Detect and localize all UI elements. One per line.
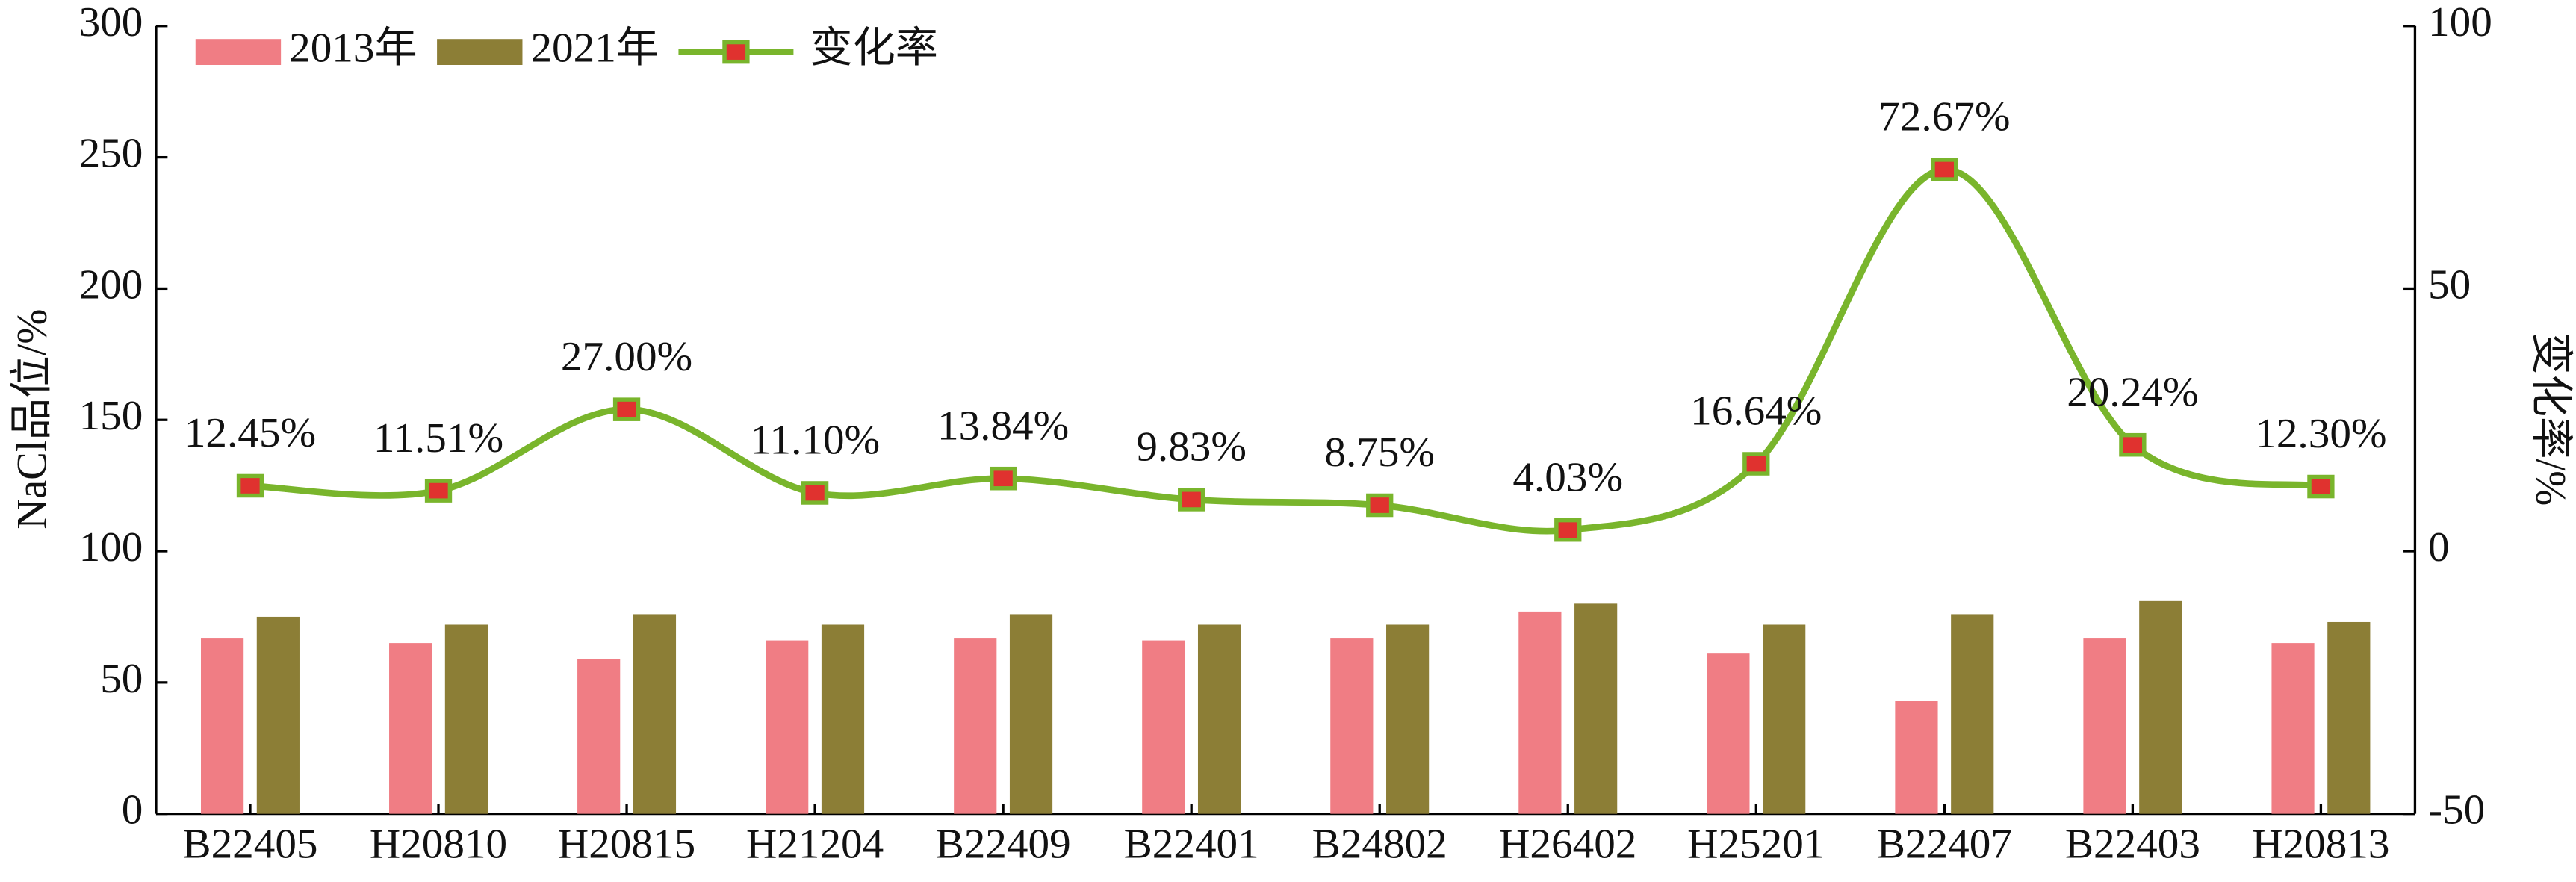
bar xyxy=(2139,600,2182,814)
marker xyxy=(2307,474,2335,499)
bar xyxy=(256,616,300,814)
y-tick-label: 150 xyxy=(79,392,143,439)
legend-label: 变化率 xyxy=(810,25,938,72)
data-label: 11.10% xyxy=(750,417,880,464)
x-tick-label: B22405 xyxy=(182,821,317,868)
y-tick-label: 0 xyxy=(122,786,143,833)
data-label: 72.67% xyxy=(1878,93,2010,140)
bar xyxy=(1197,624,1241,814)
legend-label: 2013年 xyxy=(289,25,418,72)
bar xyxy=(1518,611,1562,814)
bar xyxy=(389,643,432,814)
bar xyxy=(766,640,809,814)
legend-label: 2021年 xyxy=(530,25,659,72)
bar xyxy=(1386,624,1430,814)
marker xyxy=(1366,493,1394,518)
bar xyxy=(577,659,621,814)
bar xyxy=(1142,640,1185,814)
bar xyxy=(1574,603,1618,814)
marker xyxy=(1554,518,1582,542)
y-tick-label: 300 xyxy=(79,0,143,46)
data-label: 4.03% xyxy=(1512,454,1623,501)
marker xyxy=(1931,158,1958,181)
bar xyxy=(954,638,997,814)
y2-axis-title: 变化率/% xyxy=(2527,332,2574,506)
marker xyxy=(2119,432,2147,457)
y-tick-label: 100 xyxy=(79,524,143,571)
y-tick-label: 200 xyxy=(79,261,143,308)
x-tick-label: B24802 xyxy=(1312,821,1447,868)
x-tick-label: B22407 xyxy=(1877,821,2012,868)
bar xyxy=(1895,701,1938,814)
x-tick-label: B22401 xyxy=(1124,821,1259,868)
y2-tick-label: 0 xyxy=(2428,524,2450,571)
marker xyxy=(424,479,453,503)
bar xyxy=(1707,653,1750,814)
data-label: 9.83% xyxy=(1136,423,1247,470)
y-tick-label: 250 xyxy=(79,130,143,177)
marker xyxy=(1742,452,1770,476)
marker xyxy=(612,397,641,421)
x-tick-label: H20815 xyxy=(558,821,695,868)
y2-tick-label: 50 xyxy=(2428,261,2471,308)
x-tick-label: H25201 xyxy=(1687,821,1825,868)
legend-marker xyxy=(722,40,750,64)
x-tick-label: H26402 xyxy=(1499,821,1636,868)
data-label: 20.24% xyxy=(2067,369,2198,416)
marker xyxy=(801,481,829,505)
data-label: 13.84% xyxy=(937,403,1069,450)
data-label: 8.75% xyxy=(1324,429,1435,476)
y-axis-title: NaCl品位/% xyxy=(8,309,55,529)
x-tick-label: H20813 xyxy=(2252,821,2389,868)
y-tick-label: 50 xyxy=(100,655,143,702)
x-tick-label: H21204 xyxy=(746,821,884,868)
bar xyxy=(444,624,488,814)
data-label: 12.45% xyxy=(184,409,316,456)
marker xyxy=(989,466,1017,491)
marker xyxy=(1178,488,1205,512)
bar xyxy=(1763,624,1806,814)
marker xyxy=(236,473,264,498)
x-tick-label: B22403 xyxy=(2065,821,2200,868)
data-label: 12.30% xyxy=(2255,411,2386,458)
legend-swatch xyxy=(437,39,523,65)
bar xyxy=(821,624,865,814)
y2-tick-label: 100 xyxy=(2428,0,2492,46)
bar xyxy=(1009,614,1053,814)
y2-tick-label: -50 xyxy=(2428,786,2485,833)
legend-swatch xyxy=(195,39,282,65)
bar xyxy=(200,638,244,814)
data-label: 27.00% xyxy=(561,333,692,380)
bar xyxy=(1330,638,1374,814)
bar xyxy=(2083,638,2126,814)
data-label: 11.51% xyxy=(373,414,503,462)
bar xyxy=(2327,621,2371,814)
bar xyxy=(2271,643,2315,814)
x-tick-label: H20810 xyxy=(370,821,507,868)
data-label: 16.64% xyxy=(1690,388,1822,435)
x-tick-label: B22409 xyxy=(936,821,1071,868)
bar xyxy=(1951,614,1994,814)
bar xyxy=(633,614,677,814)
